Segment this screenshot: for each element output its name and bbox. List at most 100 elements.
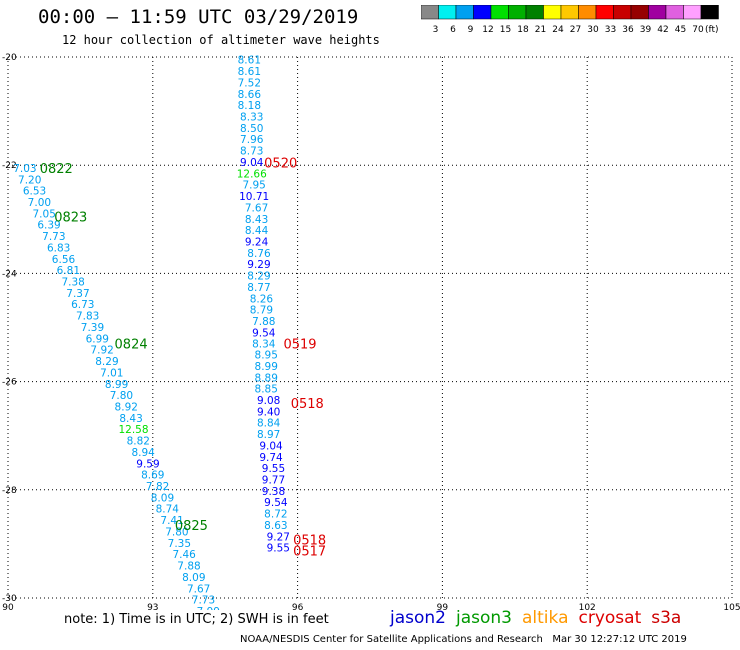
y-tick-label: -22 [2, 161, 17, 171]
swh-value: 8.61 [238, 55, 261, 67]
y-tick-label: -28 [2, 486, 17, 496]
swh-value: 8.94 [131, 447, 155, 459]
x-tick-label: 105 [723, 603, 740, 610]
swh-value: 8.92 [115, 401, 138, 413]
swh-value: 7.83 [76, 311, 99, 323]
swh-value: 6.99 [86, 333, 109, 345]
swh-value: 9.04 [240, 157, 264, 169]
track-label: 0518 [291, 397, 324, 412]
swh-value: 8.26 [250, 293, 274, 305]
swh-value: 7.88 [252, 316, 275, 328]
track-label: 0822 [40, 162, 73, 177]
swh-value: 8.73 [240, 146, 263, 158]
satellite-legend-entry: cryosat [578, 608, 642, 628]
y-tick-label: -24 [2, 269, 17, 279]
satellite-legend-entry: altika [522, 608, 569, 628]
track-label: 0519 [283, 338, 316, 353]
satellite-legend-entry: jason2 [390, 608, 446, 628]
swh-value: 8.89 [255, 372, 278, 384]
swh-value: 7.20 [18, 174, 41, 186]
swh-value: 7.92 [90, 345, 113, 357]
swh-value: 9.29 [247, 259, 270, 271]
swh-value: 9.59 [136, 458, 159, 470]
satellite-legend-entry: s3a [651, 608, 682, 628]
swh-value: 7.52 [238, 77, 261, 89]
swh-value: 8.85 [255, 384, 278, 396]
swh-value: 7.88 [177, 561, 200, 573]
swh-value: 8.74 [156, 504, 180, 516]
swh-value: 7.38 [61, 277, 84, 289]
swh-value: 8.29 [95, 356, 118, 368]
swh-value: 9.54 [264, 497, 288, 509]
chart-title: 00:00 – 11:59 UTC 03/29/2019 [38, 6, 359, 28]
swh-value: 9.55 [267, 543, 290, 555]
swh-value: 9.77 [262, 475, 285, 487]
swh-value: 9.55 [262, 463, 285, 475]
swh-value: 7.37 [66, 288, 89, 300]
swh-value: 8.50 [240, 123, 263, 135]
swh-value: 8.34 [252, 339, 276, 351]
swh-value: 9.04 [259, 440, 283, 452]
x-tick-label: 96 [292, 603, 304, 610]
color-legend: 3 6 9 12 15 18 21 24 27 30 33 36 39 42 45 70 (ft) [421, 5, 719, 35]
legend-label: 15 [500, 25, 511, 35]
swh-value: 9.40 [257, 406, 280, 418]
swh-value: 7.67 [245, 202, 268, 214]
y-tick-label: -20 [2, 53, 17, 63]
swh-value: 8.43 [245, 214, 268, 226]
swh-value: 8.82 [127, 436, 150, 448]
swh-value: 8.76 [247, 248, 271, 260]
swh-value: 9.24 [245, 236, 269, 248]
swh-value: 8.79 [250, 305, 273, 317]
swh-value: 8.72 [264, 509, 287, 521]
legend-label: 6 [450, 25, 456, 35]
track-label: 0520 [264, 156, 297, 171]
y-tick-label: -30 [2, 594, 17, 604]
swh-value: 8.33 [240, 112, 263, 124]
swh-value: 8.61 [238, 66, 261, 78]
footer-credit: NOAA/NESDIS Center for Satellite Applica… [240, 634, 687, 645]
satellite-legend: jason2 jason3 altika cryosat s3a [390, 608, 691, 628]
track-label: 0825 [175, 519, 208, 534]
satellite-legend-entry: jason3 [456, 608, 512, 628]
swh-value: 10.71 [239, 191, 269, 203]
swh-value: 12.58 [118, 424, 148, 436]
legend-label: 27 [570, 25, 581, 35]
swh-value: 9.08 [257, 395, 280, 407]
legend-swatch [700, 5, 719, 20]
swh-value: 7.35 [168, 538, 191, 550]
swh-value: 8.63 [264, 520, 287, 532]
swh-value: 7.80 [165, 526, 188, 538]
swh-value: 8.99 [105, 379, 128, 391]
swh-value: 8.43 [119, 413, 142, 425]
legend-label: 42 [657, 25, 668, 35]
legend-label: 70 [692, 25, 704, 35]
swh-value: 7.67 [187, 583, 210, 595]
swh-value: 7.73 [192, 595, 215, 607]
swh-value: 8.77 [247, 282, 270, 294]
x-tick-label: 93 [147, 603, 158, 610]
swh-value: 8.95 [255, 350, 278, 362]
swh-value: 6.83 [47, 242, 70, 254]
swh-value: 7.96 [240, 134, 264, 146]
swh-value: 9.27 [267, 531, 290, 543]
swh-value: 8.66 [238, 89, 262, 101]
swh-value: 7.99 [197, 606, 220, 610]
swh-value: 6.53 [23, 186, 46, 198]
swh-value: 7.73 [42, 231, 65, 243]
swh-value: 12.66 [237, 168, 267, 180]
x-tick-label: 90 [2, 603, 14, 610]
legend-label: 9 [468, 25, 474, 35]
swh-value: 7.95 [242, 180, 265, 192]
swh-value: 7.41 [160, 515, 183, 527]
wave-height-chart: 90 93 96 99 102 105 -20 -22 -24 -26 -28 -30 8.618.61… [2, 53, 740, 610]
swh-value: 8.97 [257, 429, 280, 441]
swh-value: 8.09 [182, 572, 205, 584]
swh-value: 7.01 [100, 367, 123, 379]
y-tick-label: -26 [2, 378, 17, 388]
swh-value: 8.44 [245, 225, 269, 237]
x-tick-label: 99 [437, 603, 449, 610]
legend-label: 21 [535, 25, 546, 35]
swh-value: 7.00 [28, 197, 51, 209]
footer-note: note: 1) Time is in UTC; 2) SWH is in fe… [64, 612, 329, 627]
